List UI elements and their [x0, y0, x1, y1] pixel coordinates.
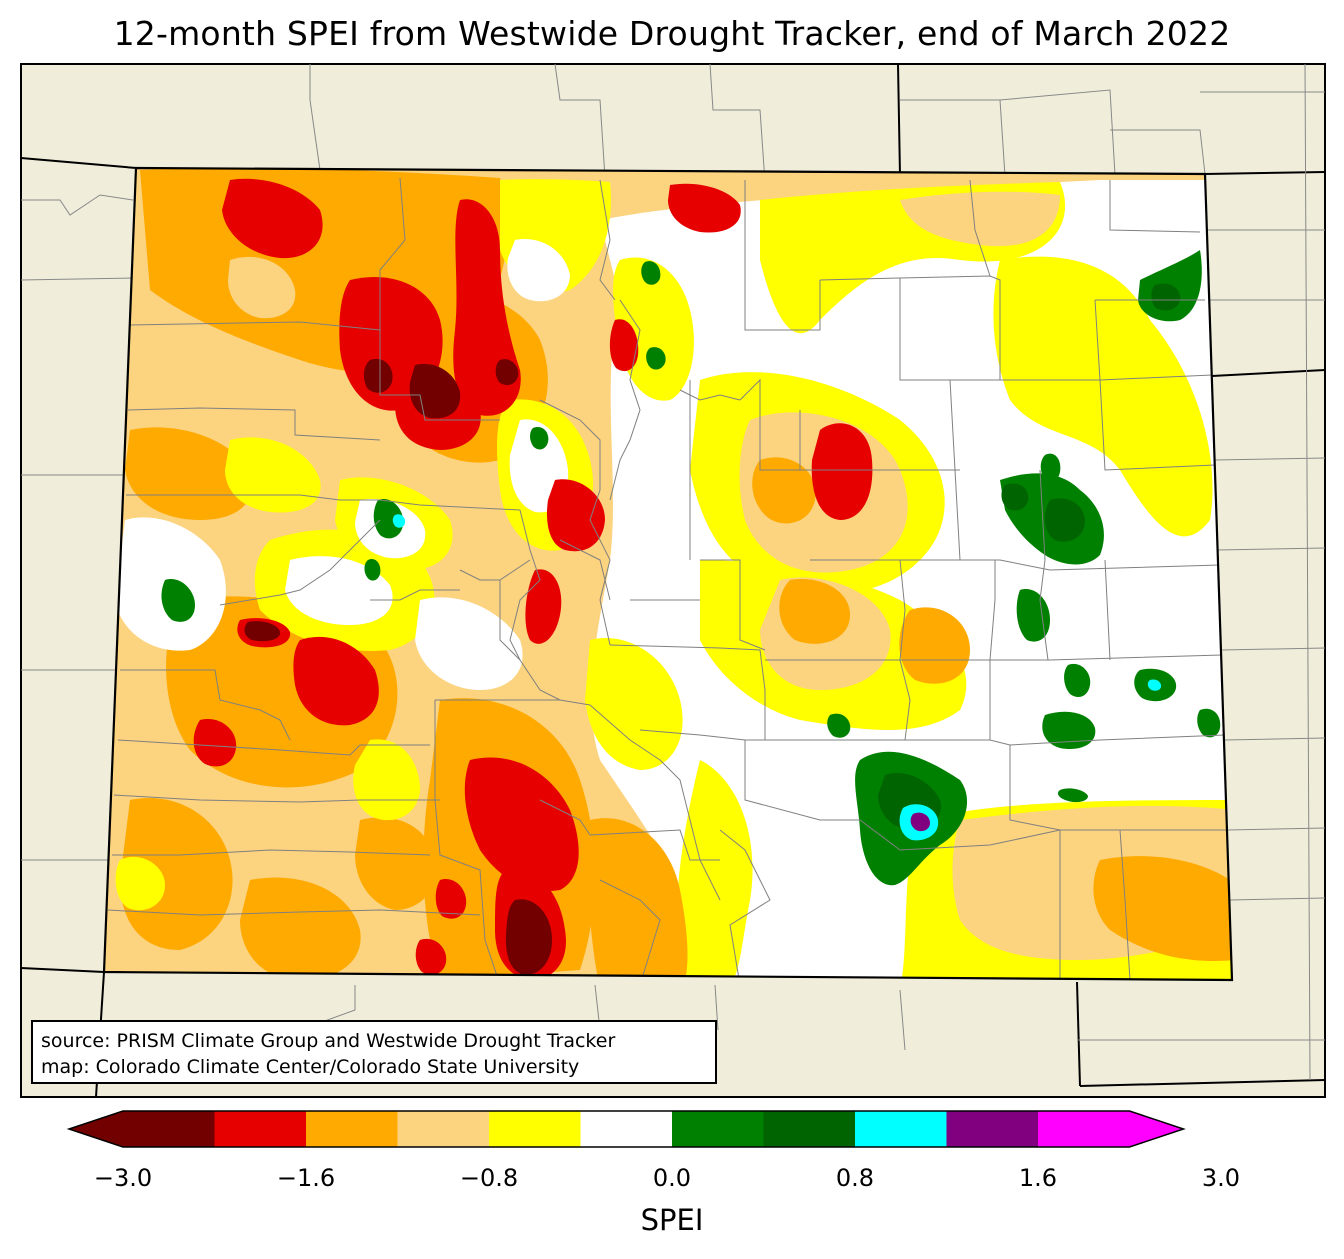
- map-title: 12-month SPEI from Westwide Drought Trac…: [113, 14, 1231, 53]
- colorbar-bin: [580, 1111, 673, 1147]
- colorbar-tick-label: 0.0: [652, 1164, 692, 1192]
- colorbar-tick-label: −1.6: [276, 1164, 336, 1192]
- colorbar-bin: [763, 1111, 856, 1147]
- colorbar-bin: [306, 1111, 398, 1147]
- colorado-outline: [102, 166, 1234, 982]
- colorbar-bin: [397, 1111, 490, 1147]
- source-attribution-box: source: PRISM Climate Group and Westwide…: [31, 1020, 717, 1084]
- colorbar-tick-label: 3.0: [1201, 1164, 1241, 1192]
- map-credit-line: map: Colorado Climate Center/Colorado St…: [41, 1056, 580, 1078]
- county-lines: [107, 177, 1230, 980]
- colorbar-bin: [672, 1111, 764, 1147]
- colorbar-bin: [69, 1111, 215, 1147]
- colorbar-outline: [66, 1110, 1186, 1148]
- spei-field: [104, 168, 1232, 980]
- colorbar-bin: [1038, 1111, 1184, 1147]
- neighbor-county-lines: [20, 63, 1326, 1081]
- colorbar: [66, 1110, 1186, 1148]
- colorbar-bin: [214, 1111, 307, 1147]
- colorbar-tick-label: 1.6: [1018, 1164, 1058, 1192]
- colorbar-bin: [946, 1111, 1039, 1147]
- colorbar-tick-label: −0.8: [459, 1164, 519, 1192]
- colorbar-label: SPEI: [640, 1203, 704, 1237]
- colorbar-tick-label: 0.8: [835, 1164, 875, 1192]
- colorbar-bin: [489, 1111, 581, 1147]
- source-line: source: PRISM Climate Group and Westwide…: [41, 1030, 616, 1052]
- colorbar-bin: [855, 1111, 947, 1147]
- colorbar-tick-label: −3.0: [93, 1164, 153, 1192]
